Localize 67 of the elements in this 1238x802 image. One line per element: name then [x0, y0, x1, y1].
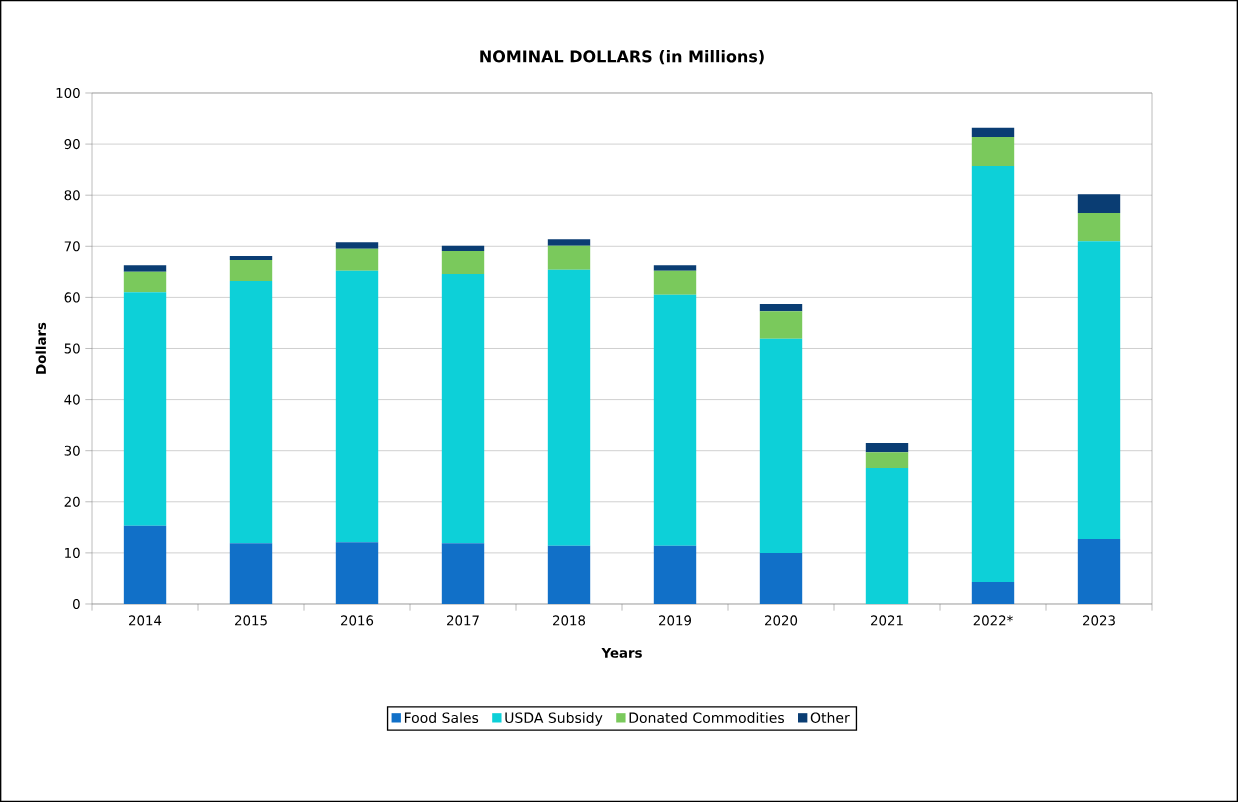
bar	[441, 250, 485, 274]
bar	[123, 265, 167, 272]
y-tick-label: 10	[65, 547, 80, 558]
bar	[1077, 194, 1121, 214]
bar	[759, 338, 803, 553]
bar	[653, 545, 697, 604]
bar	[759, 311, 803, 339]
y-axis-title: Dollars	[35, 322, 47, 374]
bar	[335, 542, 379, 604]
y-tick-label: 70	[64, 241, 80, 252]
bar	[1077, 241, 1121, 540]
bar	[229, 281, 273, 544]
x-tick-label: 2018	[553, 615, 586, 626]
x-tick-label: 2020	[765, 615, 798, 626]
bar	[1077, 539, 1121, 604]
bar	[865, 468, 909, 604]
y-tick-label: 30	[64, 445, 80, 456]
bar	[653, 270, 697, 295]
bar	[547, 545, 591, 604]
bar	[123, 525, 167, 604]
chart-title: NOMINAL DOLLARS (in Millions)	[480, 50, 764, 65]
bar	[759, 552, 803, 604]
y-tick-label: 40	[64, 394, 80, 405]
bar	[335, 248, 379, 271]
bar	[971, 582, 1015, 604]
bar	[547, 245, 591, 270]
bar	[971, 166, 1015, 583]
x-tick-label: 2022*	[973, 615, 1013, 626]
legend-label: Other	[810, 712, 850, 724]
x-tick-label: 2017	[447, 615, 479, 626]
x-tick-label: 2014	[129, 615, 162, 626]
legend-label: Food Sales	[404, 712, 479, 724]
bar	[1077, 213, 1121, 242]
x-tick-label: 2016	[341, 615, 374, 626]
bar	[547, 239, 591, 246]
x-tick-label: 2023	[1083, 615, 1115, 626]
bar	[335, 270, 379, 543]
bar	[229, 543, 273, 604]
x-tick-label: 2019	[659, 615, 692, 626]
bar	[229, 260, 273, 282]
x-axis-title: Years	[601, 647, 642, 658]
bar	[547, 269, 591, 546]
legend-label: Donated Commodities	[629, 712, 784, 724]
bar	[441, 245, 485, 251]
bar	[335, 242, 379, 249]
bar	[123, 292, 167, 526]
y-tick-label: 90	[64, 139, 80, 150]
y-tick-label: 80	[64, 190, 80, 201]
y-tick-label: 60	[64, 292, 80, 303]
y-tick-label: 0	[73, 598, 80, 610]
bar	[229, 256, 273, 261]
bar	[441, 273, 485, 544]
x-tick-label: 2021	[871, 615, 903, 626]
x-tick-label: 2015	[235, 615, 267, 626]
y-tick-label: 20	[64, 496, 80, 507]
bar	[123, 271, 167, 293]
legend-label: USDA Subsidy	[505, 712, 603, 726]
bar	[441, 543, 485, 604]
bar	[865, 443, 909, 453]
y-tick-label: 50	[64, 343, 80, 354]
bar	[971, 127, 1015, 137]
bar	[865, 452, 909, 469]
bar	[759, 304, 803, 312]
y-tick-label: 100	[56, 87, 80, 99]
bar	[653, 265, 697, 271]
bar	[653, 294, 697, 546]
bar	[971, 136, 1015, 167]
